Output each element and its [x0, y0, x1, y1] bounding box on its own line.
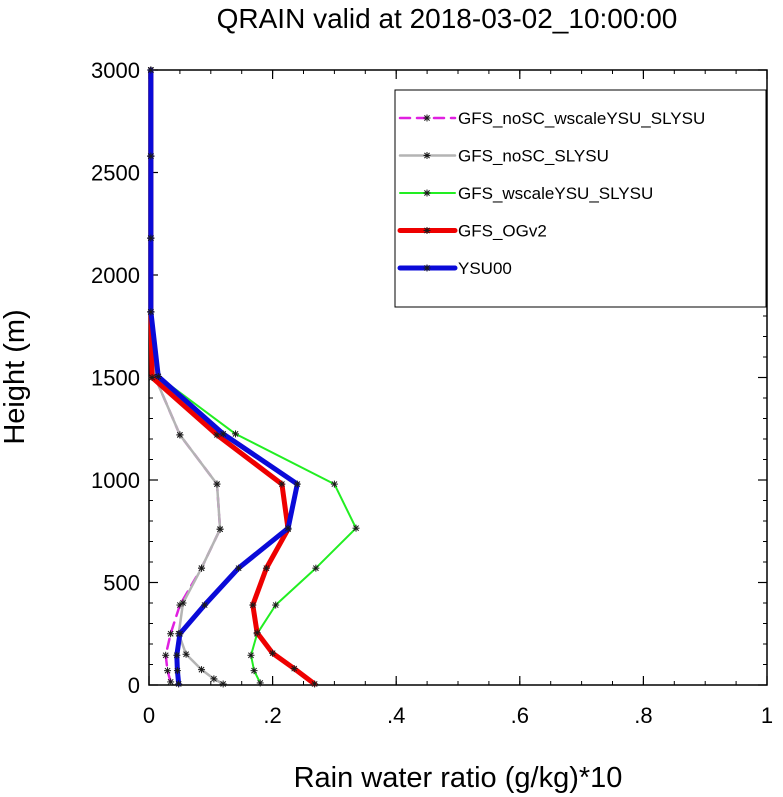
series-point: [167, 630, 175, 638]
legend-marker: [423, 264, 431, 272]
series-point: [167, 678, 175, 686]
x-tick-label: 1: [761, 703, 773, 728]
legend-box: [394, 89, 767, 308]
x-axis-label: Rain water ratio (g/kg)*10: [294, 762, 623, 794]
x-tick-label: 0: [143, 703, 155, 728]
series-GFS_wscaleYSU_SLYSU: [147, 66, 360, 687]
series-point: [162, 651, 170, 659]
legend: GFS_noSC_wscaleYSU_SLYSU GFS_noSC_SLYSU GF…: [394, 89, 767, 308]
chart-title: QRAIN valid at 2018-03-02_10:00:00: [217, 3, 678, 34]
x-tick-label: .2: [263, 703, 281, 728]
y-tick-label: 500: [103, 571, 140, 596]
series-point: [235, 564, 243, 572]
y-axis-label: Height (m): [0, 309, 31, 444]
series-point: [216, 525, 224, 533]
series-point: [147, 152, 155, 160]
series-line: [149, 69, 357, 684]
legend-label: GFS_wscaleYSU_SLYSU: [458, 184, 653, 203]
series-point: [250, 667, 258, 675]
series-point: [278, 480, 286, 488]
series-point: [232, 430, 240, 438]
series-point: [198, 564, 206, 572]
series-point: [311, 680, 319, 688]
x-tick-label: .8: [634, 703, 652, 728]
series-point: [147, 308, 155, 316]
y-tick-label: 2500: [91, 161, 140, 186]
series-point: [219, 680, 227, 688]
series-point: [210, 675, 218, 683]
series-point: [201, 601, 209, 609]
series-point: [154, 372, 162, 380]
series-point: [330, 480, 338, 488]
series-point: [173, 651, 181, 659]
series-point: [147, 234, 155, 242]
y-tick-label: 0: [128, 673, 140, 698]
series-point: [293, 480, 301, 488]
series-point: [262, 564, 270, 572]
legend-label: GFS_OGv2: [458, 222, 547, 241]
series-point: [175, 680, 183, 688]
series-point: [272, 601, 280, 609]
legend-label: GFS_noSC_SLYSU: [458, 147, 609, 166]
series-point: [253, 629, 261, 637]
series-YSU00: [147, 66, 301, 688]
legend-marker: [423, 114, 431, 122]
series-point: [249, 601, 257, 609]
legend-label: YSU00: [458, 259, 512, 278]
x-tick-label: .6: [511, 703, 529, 728]
y-tick-label: 1000: [91, 468, 140, 493]
series-point: [256, 679, 264, 687]
legend-label: GFS_noSC_wscaleYSU_SLYSU: [458, 109, 705, 128]
series-point: [269, 649, 277, 657]
y-tick-label: 1500: [91, 366, 140, 391]
series-point: [147, 66, 155, 74]
series-point: [164, 667, 172, 675]
series-layer: [147, 66, 360, 688]
legend-marker: [423, 189, 431, 197]
series-point: [247, 651, 255, 659]
legend-marker: [423, 227, 431, 234]
legend-marker: [423, 152, 431, 159]
y-tick-label: 3000: [91, 58, 140, 83]
series-point: [290, 665, 298, 673]
series-point: [284, 524, 292, 532]
series-point: [179, 599, 187, 607]
series-point: [312, 564, 320, 572]
x-tick-label: .4: [387, 703, 405, 728]
series-point: [198, 666, 206, 674]
series-line: [148, 67, 300, 687]
series-point: [182, 650, 190, 658]
series-point: [176, 630, 184, 638]
series-point: [148, 374, 156, 381]
series-point: [176, 431, 184, 439]
series-point: [173, 667, 181, 675]
series-point: [352, 524, 360, 532]
series-GFS_OGv2: [147, 66, 319, 688]
y-tick-label: 2000: [91, 263, 140, 288]
series-point: [219, 430, 227, 438]
series-point: [213, 480, 221, 488]
